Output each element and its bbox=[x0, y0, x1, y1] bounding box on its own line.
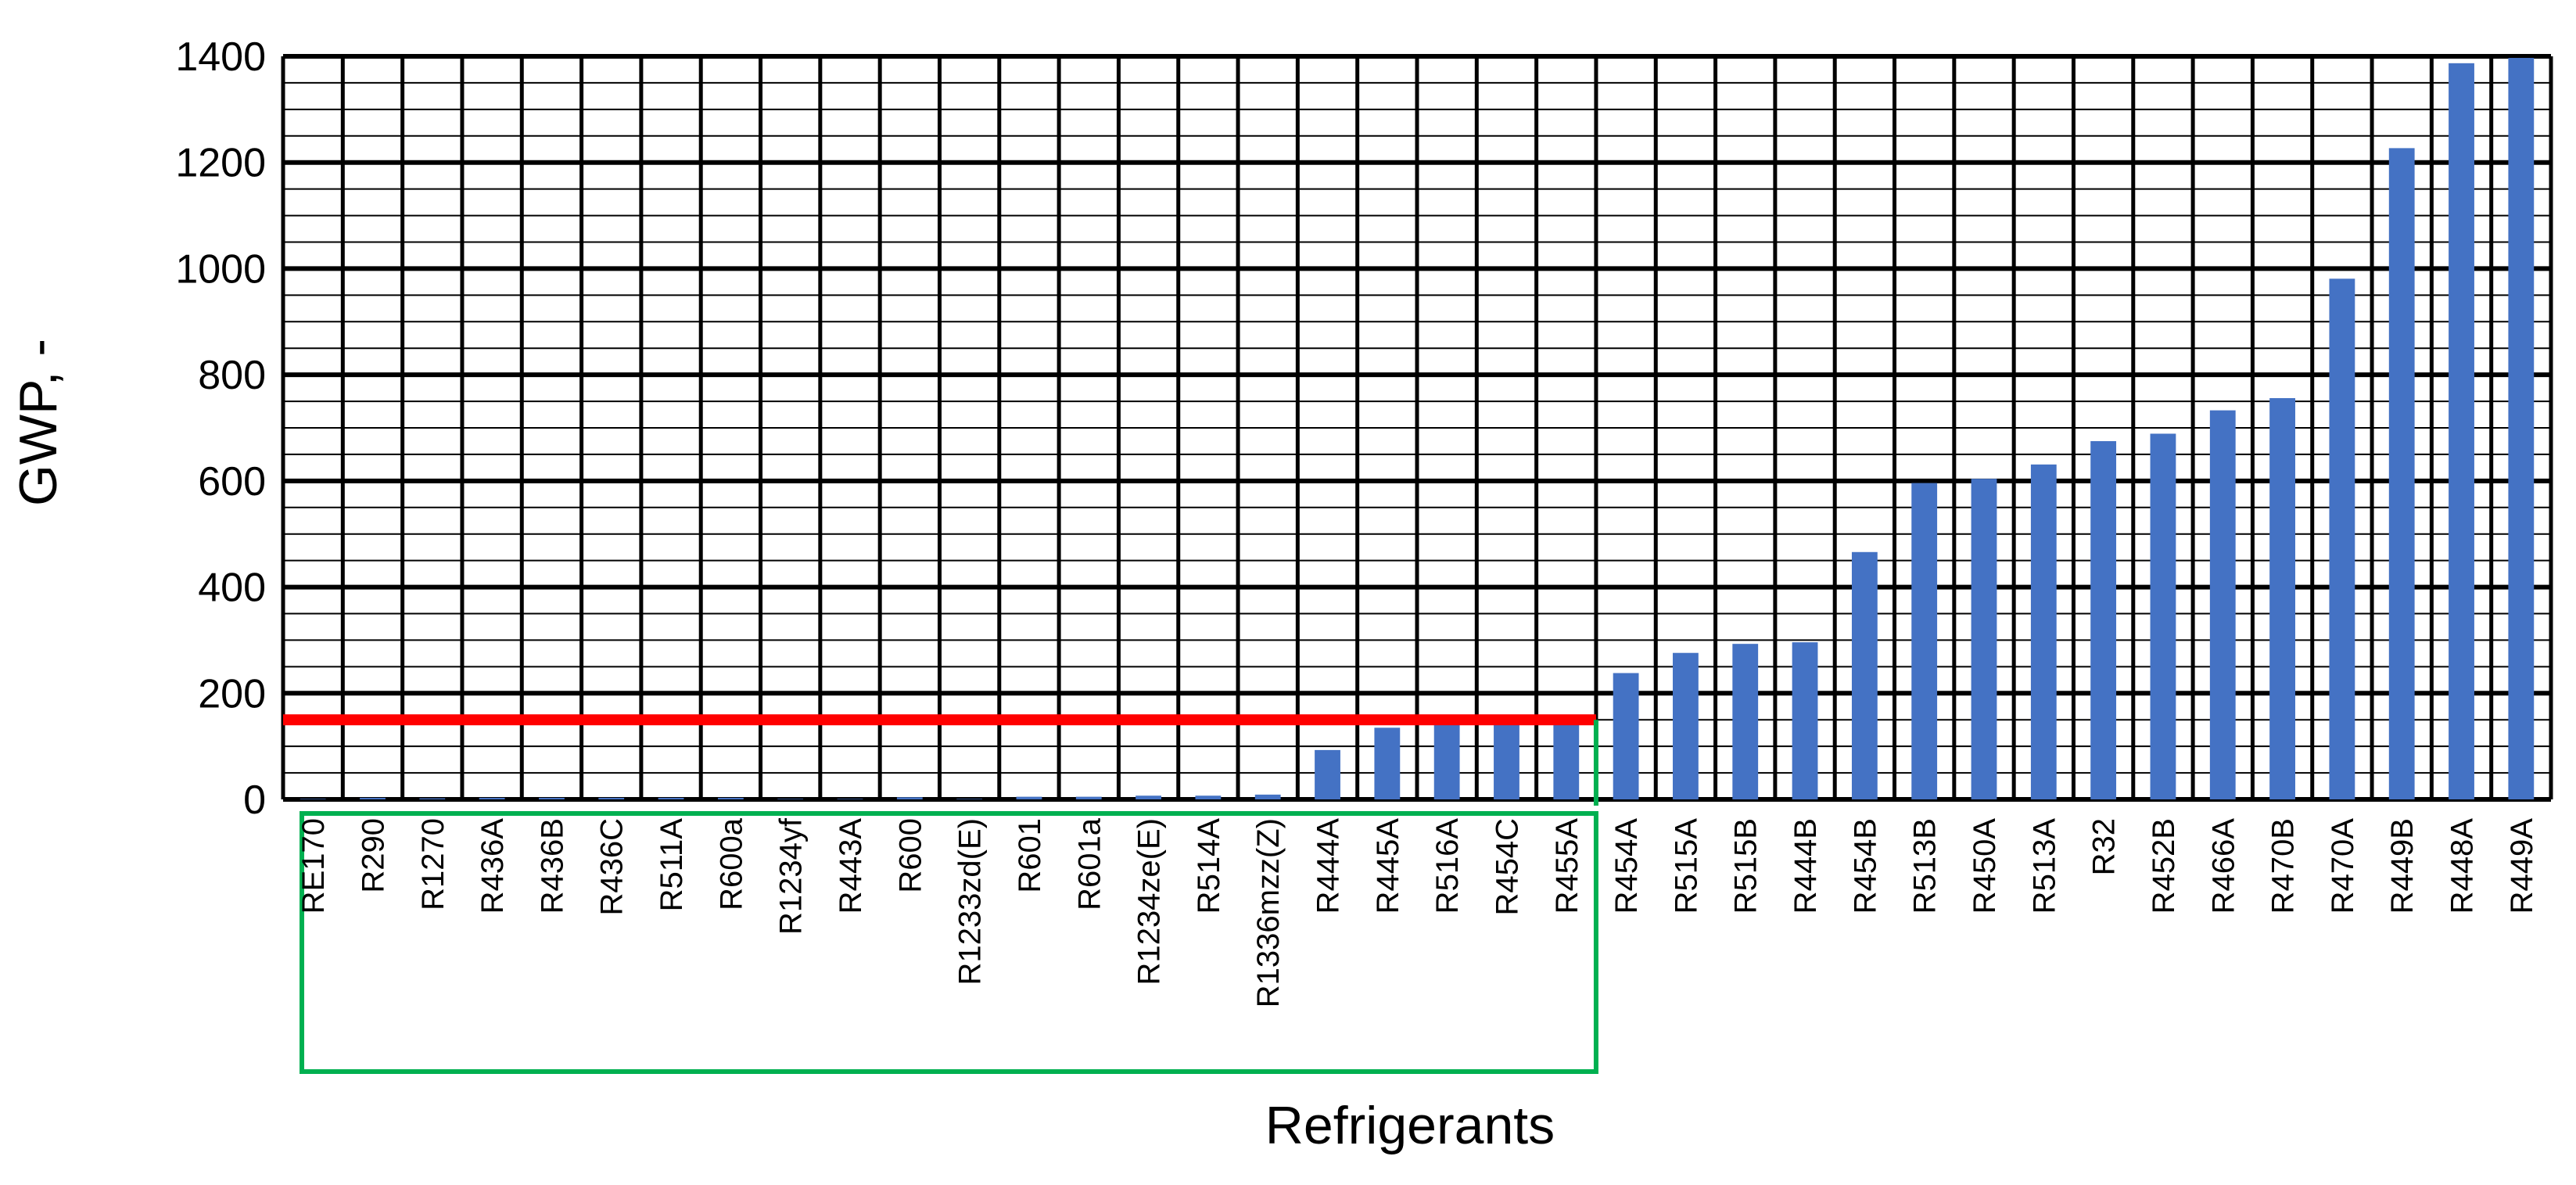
bar bbox=[658, 797, 684, 799]
x-tick-label: R470A bbox=[2326, 818, 2360, 914]
bar bbox=[2030, 464, 2057, 799]
bar bbox=[1075, 796, 1102, 799]
y-tick-label: 1000 bbox=[175, 246, 266, 292]
y-tick-label: 0 bbox=[243, 777, 266, 823]
bar bbox=[2388, 148, 2415, 800]
bar bbox=[2449, 63, 2474, 800]
x-tick-label: R516A bbox=[1430, 818, 1465, 914]
bar bbox=[360, 797, 386, 799]
bars-layer bbox=[300, 58, 2535, 800]
x-tick-label: R454A bbox=[1609, 818, 1644, 914]
x-tick-label: R601a bbox=[1072, 817, 1107, 910]
x-tick-label: R444B bbox=[1788, 818, 1823, 914]
x-tick-label: R444A bbox=[1311, 818, 1346, 914]
y-tick-label: 600 bbox=[198, 459, 266, 505]
x-tick-label: R1233zd(E) bbox=[953, 818, 988, 985]
x-tick-label: R443A bbox=[834, 818, 868, 914]
y-tick-label: 1200 bbox=[175, 141, 266, 186]
x-tick-label: R454C bbox=[1490, 818, 1524, 916]
x-tick-label: R449B bbox=[2385, 818, 2420, 914]
x-tick-label: R1234yf bbox=[774, 817, 809, 935]
x-tick-label: R436A bbox=[475, 818, 510, 914]
y-tick-labels: 0 200 400 600 800 1000 1200 1400 bbox=[175, 34, 266, 823]
bar bbox=[539, 797, 565, 799]
bar bbox=[1673, 652, 1699, 799]
bar bbox=[1254, 794, 1281, 799]
bar bbox=[598, 797, 625, 799]
bar bbox=[1433, 724, 1460, 799]
x-tick-label: R445A bbox=[1371, 818, 1405, 914]
x-tick-label: R513A bbox=[2027, 818, 2061, 914]
bar bbox=[1315, 749, 1340, 799]
x-tick-label: R466A bbox=[2206, 818, 2241, 914]
bar bbox=[2329, 278, 2355, 800]
x-tick-label: R470B bbox=[2266, 818, 2301, 914]
bar bbox=[717, 797, 744, 799]
bar bbox=[1195, 795, 1222, 799]
x-tick-label: R290 bbox=[356, 818, 390, 893]
x-tick-label: R452B bbox=[2147, 818, 2181, 914]
x-tick-label: R32 bbox=[2087, 818, 2122, 875]
y-axis-title: GWP, - bbox=[9, 339, 68, 506]
highlight-box bbox=[300, 811, 1598, 1074]
x-tick-label: R454B bbox=[1848, 818, 1882, 914]
bar bbox=[2209, 410, 2236, 799]
bar bbox=[1553, 721, 1580, 799]
x-tick-label: R600 bbox=[893, 818, 927, 893]
x-tick-label: R1234ze(E) bbox=[1132, 818, 1167, 985]
x-tick-labels: RE170 R290 R1270 R436A R436B R436C R511A R600a R… bbox=[296, 817, 2539, 1007]
x-tick-label: R436B bbox=[535, 818, 569, 914]
x-tick-label: R513B bbox=[1908, 818, 1943, 914]
overlay-layer bbox=[283, 714, 1598, 1074]
bar bbox=[1374, 727, 1401, 799]
x-tick-label: R515B bbox=[1729, 818, 1763, 914]
bar bbox=[1971, 479, 1997, 799]
bar bbox=[479, 797, 505, 799]
bar bbox=[2508, 58, 2535, 800]
y-tick-label: 400 bbox=[198, 566, 266, 611]
x-tick-label: R601 bbox=[1013, 818, 1047, 893]
bar bbox=[896, 797, 923, 799]
x-tick-label: R511A bbox=[655, 818, 689, 912]
y-tick-label: 200 bbox=[198, 671, 266, 716]
y-tick-label: 1400 bbox=[175, 34, 266, 80]
x-tick-label: R448A bbox=[2445, 818, 2480, 914]
bar bbox=[1613, 673, 1639, 799]
bar bbox=[2150, 433, 2176, 799]
bar bbox=[1851, 551, 1878, 799]
x-tick-label: RE170 bbox=[296, 818, 331, 914]
bar bbox=[1494, 721, 1519, 799]
x-tick-label: R455A bbox=[1550, 818, 1584, 914]
x-tick-label: R514A bbox=[1192, 818, 1226, 914]
bar bbox=[1136, 795, 1161, 799]
x-tick-label: R1270 bbox=[416, 818, 450, 910]
x-tick-label: R450A bbox=[1968, 818, 2002, 914]
x-axis-title: Refrigerants bbox=[1265, 1096, 1555, 1155]
x-tick-label: R515A bbox=[1669, 818, 1703, 914]
bar bbox=[1732, 644, 1759, 799]
x-tick-label: R1336mzz(Z) bbox=[1251, 818, 1286, 1007]
y-tick-label: 800 bbox=[198, 353, 266, 398]
bar bbox=[1016, 796, 1042, 799]
x-tick-label: R600a bbox=[714, 817, 748, 910]
bar bbox=[1792, 642, 1818, 799]
bar bbox=[2269, 398, 2295, 799]
bar bbox=[2090, 440, 2117, 799]
bar bbox=[1911, 483, 1938, 799]
x-tick-label: R449A bbox=[2505, 818, 2539, 914]
x-tick-label: R436C bbox=[595, 818, 630, 916]
